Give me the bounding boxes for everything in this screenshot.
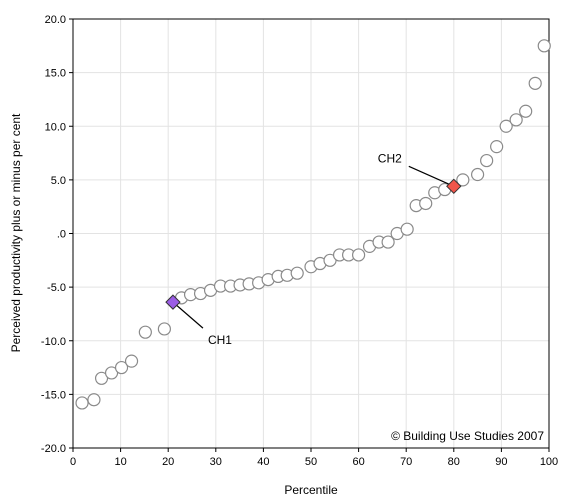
highlighted-point-ch1	[165, 294, 181, 310]
y-tick-label: .0	[57, 229, 66, 241]
data-point	[104, 366, 119, 380]
annotation-label-ch1: CH1	[208, 333, 232, 347]
y-tick-label: 20.0	[45, 14, 66, 26]
y-axis-title: Perceived productivity plus or minus per…	[9, 113, 23, 352]
data-point	[138, 325, 152, 339]
data-point	[75, 396, 89, 410]
y-tick-label: 15.0	[45, 68, 66, 80]
data-point	[400, 222, 414, 236]
annotation-leader-line	[172, 301, 204, 329]
copyright-note: © Building Use Studies 2007	[391, 429, 544, 443]
x-tick-label: 90	[495, 456, 507, 468]
annotation-leader-line	[408, 165, 455, 187]
data-point	[519, 104, 533, 118]
data-point	[499, 119, 513, 133]
y-axis: 20.0 15.0 10.0 5.0 .0 -5.0 -10.0 -15.0 -20.0	[41, 14, 73, 455]
highlighted-point-ch2	[446, 178, 462, 195]
x-tick-label: 0	[70, 456, 76, 468]
x-axis: 0 10 20 30 40 50 60 70 80 90 100	[70, 448, 558, 468]
data-point	[114, 360, 129, 375]
x-tick-label: 70	[400, 456, 412, 468]
data-points	[75, 39, 551, 410]
x-tick-label: 20	[162, 456, 174, 468]
x-tick-label: 30	[210, 456, 222, 468]
y-tick-label: -15.0	[41, 389, 66, 401]
x-tick-label: 60	[352, 456, 364, 468]
y-tick-label: -20.0	[41, 443, 66, 455]
x-tick-label: 40	[257, 456, 269, 468]
data-point	[528, 76, 542, 90]
highlighted-points: CH1 CH2	[165, 151, 462, 347]
data-point	[124, 354, 139, 368]
x-tick-label: 100	[540, 456, 558, 468]
data-point	[381, 235, 395, 249]
y-tick-label: -5.0	[47, 282, 66, 294]
data-point	[480, 153, 494, 168]
grid-lines	[72, 18, 550, 449]
data-point	[509, 113, 523, 127]
y-tick-label: 5.0	[51, 175, 66, 187]
y-tick-label: 10.0	[45, 121, 66, 133]
x-axis-title: Percentile	[284, 483, 338, 497]
data-point	[94, 371, 109, 385]
data-point	[87, 393, 101, 407]
x-tick-label: 80	[448, 456, 460, 468]
x-tick-label: 50	[305, 456, 317, 468]
x-tick-label: 10	[114, 456, 126, 468]
y-tick-label: -10.0	[41, 336, 66, 348]
data-point	[537, 39, 551, 53]
data-point	[352, 248, 366, 262]
data-point	[290, 266, 304, 280]
data-point	[490, 140, 504, 154]
data-point	[157, 322, 171, 336]
data-point	[456, 173, 470, 187]
data-point	[419, 196, 433, 211]
data-point	[471, 167, 485, 182]
annotation-label-ch2: CH2	[378, 151, 402, 165]
